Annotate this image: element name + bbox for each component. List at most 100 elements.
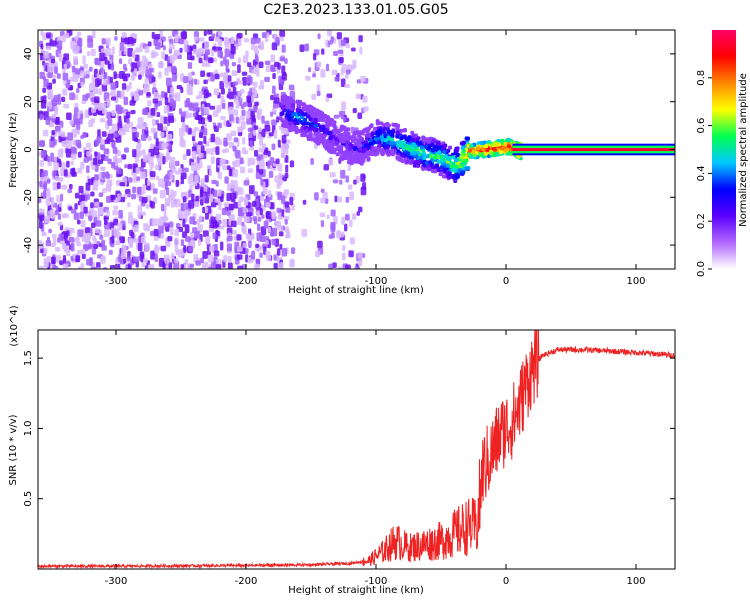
- spectrogram-cell: [165, 77, 172, 87]
- ridge-cell: [373, 126, 378, 131]
- spectrogram-cell: [271, 42, 278, 51]
- steady-band-core: [512, 148, 675, 152]
- ridge-cell: [279, 111, 284, 116]
- spectrogram-cell: [200, 267, 205, 269]
- spectrogram-cell: [262, 243, 269, 248]
- ridge-cell: [484, 144, 489, 149]
- spectrogram-cell: [91, 75, 96, 85]
- spectrogram-cell: [106, 48, 112, 57]
- spectrogram-cell: [333, 114, 340, 119]
- spectrogram-cell: [195, 260, 201, 266]
- ridge-cell: [310, 137, 315, 142]
- spectrogram-cell: [126, 118, 130, 124]
- spectrogram-cell: [322, 191, 328, 200]
- spectrogram-cell: [265, 211, 270, 219]
- spectrogram-cell: [94, 102, 99, 110]
- ridge-cell: [351, 134, 356, 139]
- spectrogram-y-tick-label: 20: [23, 95, 34, 108]
- spectrogram-cell: [226, 235, 233, 242]
- spectrogram-cell: [243, 38, 250, 43]
- spectrogram-cell: [211, 260, 217, 269]
- spectrogram-cell: [289, 160, 295, 168]
- spectrogram-cell: [109, 264, 116, 269]
- spectrogram-cell: [52, 139, 57, 146]
- spectrogram-cell: [81, 236, 86, 242]
- spectrogram-cell: [325, 39, 329, 48]
- spectrogram-cell: [175, 160, 180, 167]
- spectrogram-cell: [184, 236, 191, 242]
- spectrogram-cell: [339, 179, 343, 185]
- snr-panel: -300 -200 -100 0 100 0.5 1.0 1.5 Height of str…: [8, 305, 676, 596]
- spectrogram-cell: [82, 243, 87, 250]
- spectrogram-cell: [220, 88, 225, 95]
- spectrogram-cell: [47, 101, 52, 107]
- spectrogram-cell: [257, 154, 264, 160]
- spectrogram-cell: [172, 190, 177, 197]
- spectrogram-cell: [204, 206, 209, 214]
- ridge-cell: [303, 118, 308, 123]
- spectrogram-cell: [351, 47, 356, 52]
- spectrogram-cell: [62, 263, 69, 269]
- spectrogram-cell: [142, 55, 147, 62]
- spectrogram-cell: [126, 256, 131, 261]
- spectrogram-cell: [267, 226, 272, 233]
- spectrogram-cell: [133, 174, 138, 183]
- spectrogram-cell: [85, 238, 90, 245]
- spectrogram-cell: [227, 262, 233, 269]
- spectrogram-cell: [235, 150, 241, 159]
- spectrogram-cell: [190, 162, 197, 171]
- spectrogram-cell: [150, 127, 157, 134]
- ridge-cell: [288, 121, 293, 126]
- spectrogram-cell: [70, 153, 77, 160]
- spectrogram-cell: [163, 211, 167, 221]
- spectrogram-cell: [362, 175, 366, 180]
- ridge-cell: [479, 141, 484, 146]
- spectrogram-cell: [320, 220, 325, 228]
- spectrogram-cell: [277, 163, 283, 172]
- snr-x-tick-label: -100: [365, 576, 388, 587]
- ridge-cell: [305, 121, 310, 126]
- spectrogram-cell: [329, 172, 336, 178]
- spectrogram-cell: [347, 184, 353, 190]
- spectrogram-cell: [254, 149, 259, 157]
- ridge-cell: [435, 154, 440, 159]
- spectrogram-cell: [51, 114, 57, 119]
- spectrogram-cell: [312, 73, 317, 78]
- spectrogram-cell: [164, 67, 169, 76]
- spectrogram-cell: [206, 72, 211, 77]
- spectrogram-cell: [94, 78, 100, 87]
- spectrogram-cell: [258, 147, 265, 153]
- spectrogram-cell: [77, 167, 83, 174]
- spectrogram-cell: [89, 66, 93, 72]
- spectrogram-cell: [190, 231, 195, 239]
- ridge-cell: [312, 127, 317, 132]
- spectrogram-cell: [193, 36, 199, 42]
- ridge-cell: [287, 116, 292, 121]
- spectrogram-cell: [46, 33, 51, 39]
- spectrogram-cell: [348, 219, 353, 228]
- spectrogram-cell: [83, 63, 89, 69]
- spectrogram-cell: [39, 214, 45, 222]
- spectrogram-cell: [94, 201, 100, 207]
- spectrogram-cell: [80, 113, 84, 120]
- spectrogram-cell: [101, 38, 106, 45]
- spectrogram-cell: [100, 143, 105, 151]
- spectrogram-cell: [320, 68, 326, 78]
- ridge-cell: [419, 145, 424, 150]
- spectrogram-cell: [241, 137, 246, 145]
- ridge-cell: [506, 144, 511, 149]
- spectrogram-cell: [224, 48, 230, 58]
- spectrogram-cell: [91, 222, 96, 229]
- spectrogram-cell: [92, 235, 96, 241]
- spectrogram-cell: [358, 35, 363, 43]
- colorbar-tick-label: 0.0: [696, 261, 707, 277]
- spectrogram-cell: [222, 218, 228, 228]
- ridge-cell: [341, 133, 346, 138]
- spectrogram-cell: [281, 247, 288, 257]
- spectrogram-cell: [169, 156, 176, 166]
- ridge-cell: [361, 156, 366, 161]
- spectrogram-cell: [326, 63, 330, 72]
- spectrogram-cell: [319, 212, 326, 218]
- spectrogram-cell: [149, 171, 156, 177]
